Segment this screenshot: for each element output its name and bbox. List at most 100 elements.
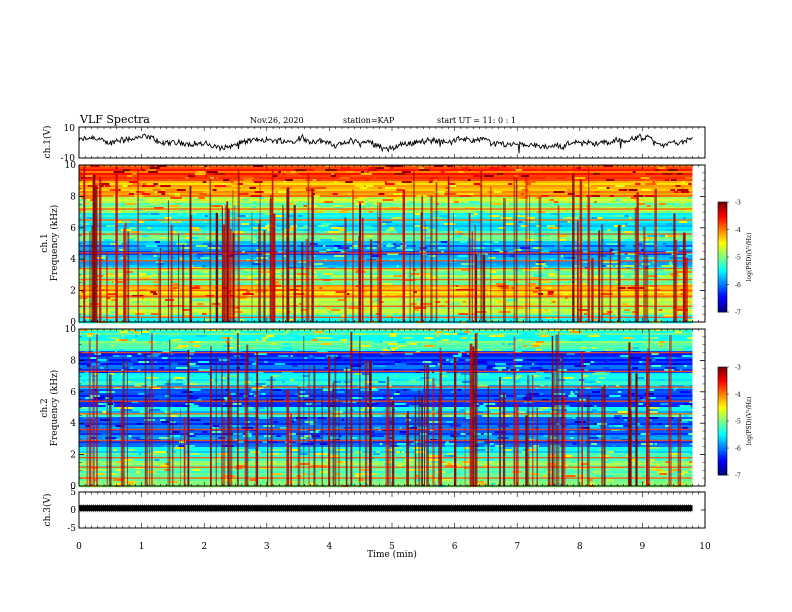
spectrogram-speckle	[669, 261, 672, 263]
spectrogram-speckle	[404, 295, 411, 297]
spectrogram-speckle	[87, 185, 94, 187]
spectrogram-band-row	[79, 171, 693, 174]
spectrogram-speckle	[497, 173, 504, 175]
spectrogram-speckle	[540, 407, 549, 409]
spectrogram-speckle	[589, 479, 593, 481]
spectrogram-speckle	[221, 337, 233, 339]
spectrogram-speckle	[364, 179, 369, 181]
spectrogram-speckle	[474, 213, 478, 215]
spectrogram-speckle	[539, 331, 547, 333]
spectrogram-speckle	[206, 311, 212, 313]
spectrogram-speckle	[424, 173, 430, 175]
spectrogram-speckle	[650, 311, 653, 313]
spectrogram-speckle	[125, 481, 136, 483]
spectrogram-speckle	[581, 347, 586, 349]
spectrogram-speckle	[194, 255, 204, 257]
spectrogram-speckle	[272, 389, 281, 391]
spectrogram-sferic-streak	[224, 204, 228, 322]
spectrogram-speckle	[286, 333, 299, 335]
spectrogram-speckle	[82, 407, 87, 409]
colorbar-segment	[718, 458, 727, 461]
spectrogram-speckle	[101, 255, 107, 257]
spectrogram-speckle	[664, 179, 670, 181]
spectrogram-speckle	[553, 393, 566, 395]
spectrogram-speckle	[182, 333, 185, 335]
spectrogram-speckle	[409, 379, 416, 381]
colorbar-segment	[718, 417, 727, 420]
spectrogram-speckle	[89, 383, 95, 385]
spectrogram-speckle	[317, 409, 330, 411]
spectrogram-speckle	[235, 467, 243, 469]
spectrogram-sferic-streak	[579, 179, 583, 322]
spectrogram-band-row	[79, 301, 693, 304]
spectrogram-speckle	[89, 357, 97, 359]
spectrogram-speckle	[325, 165, 331, 167]
spectrogram-speckle	[229, 425, 241, 427]
spectrogram-speckle	[676, 173, 683, 175]
spectrogram-sferic-streak	[555, 334, 559, 486]
spectrogram-narrowband-line	[79, 260, 693, 262]
spectrogram-band-row	[79, 311, 693, 314]
spectrogram-speckle	[317, 205, 329, 207]
spectrogram-speckle	[261, 393, 266, 395]
spectrogram-speckle	[162, 245, 167, 247]
spectrogram-speckle	[229, 339, 241, 341]
spectrogram-speckle	[315, 187, 326, 189]
spectrogram-speckle	[173, 193, 180, 195]
spectrogram-speckle	[507, 207, 517, 209]
spectrogram-speckle	[571, 205, 580, 207]
spectrogram-speckle	[210, 261, 217, 263]
spectrogram-speckle	[233, 331, 240, 333]
spectrogram-speckle	[687, 337, 696, 339]
colorbar-segment	[718, 455, 727, 458]
spectrogram-speckle	[491, 203, 502, 205]
spectrogram-sferic-streak	[435, 182, 438, 322]
spectrogram-speckle	[630, 197, 639, 199]
spectrogram-speckle	[127, 185, 134, 187]
spectrogram-speckle	[615, 421, 621, 423]
spectrogram-speckle	[332, 193, 338, 195]
spectrogram-speckle	[489, 335, 496, 337]
spectrogram-speckle	[433, 165, 444, 167]
spectrogram-band-row	[79, 315, 693, 318]
spectrogram-speckle	[131, 401, 138, 403]
spectrogram-speckle	[269, 343, 277, 345]
spectrogram-speckle	[350, 347, 362, 349]
spectrogram-narrowband-line	[79, 289, 693, 292]
spectrogram-narrowband-line	[79, 285, 693, 287]
spectrogram-speckle	[636, 377, 641, 379]
spectrogram-speckle	[144, 303, 151, 305]
spectrogram-speckle	[488, 461, 494, 463]
spectrogram-speckle	[470, 215, 475, 217]
spectrogram-speckle	[256, 237, 260, 239]
spectrogram-speckle	[132, 185, 141, 187]
spectrogram-speckle	[234, 231, 240, 233]
spectrogram-speckle	[513, 359, 523, 361]
spectrogram-speckle	[670, 357, 674, 359]
spectrogram-speckle	[489, 167, 500, 169]
spectrogram-speckle	[494, 249, 502, 251]
spectrogram-speckle	[190, 215, 202, 217]
spectrogram-speckle	[386, 229, 396, 231]
spectrogram-speckle	[223, 345, 231, 347]
spectrogram-speckle	[321, 291, 324, 293]
colorbar-segment	[718, 293, 727, 296]
spectrogram-speckle	[541, 399, 549, 401]
spectrogram-speckle	[459, 467, 470, 469]
spectrogram-speckle	[319, 287, 323, 289]
spectrogram-speckle	[131, 437, 141, 439]
spectrogram-speckle	[310, 249, 321, 251]
spectrogram-speckle	[519, 187, 525, 189]
spectrogram-speckle	[428, 177, 438, 179]
spectrogram-speckle	[169, 193, 175, 195]
spectrogram-speckle	[138, 245, 150, 247]
spectrogram-speckle	[595, 467, 603, 469]
spectrogram-speckle	[272, 357, 282, 359]
spectrogram-speckle	[682, 355, 689, 357]
spectrogram-speckle	[295, 465, 299, 467]
spectrogram-speckle	[345, 283, 350, 285]
spectrogram-speckle	[154, 469, 164, 471]
spectrogram-speckle	[138, 221, 144, 223]
spectrogram-speckle	[297, 175, 301, 177]
spectrogram-speckle	[171, 383, 183, 385]
